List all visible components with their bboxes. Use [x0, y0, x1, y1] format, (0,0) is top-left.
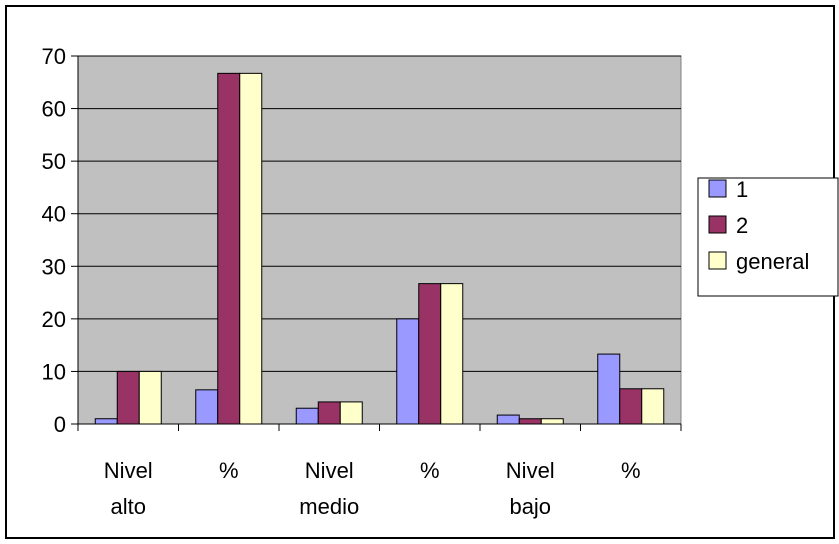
bar-1-5 — [597, 353, 621, 425]
axes: 0 10 20 30 40 50 60 70 Nivel alto% Nivel medio% Nive… — [42, 44, 682, 519]
bar-general-0 — [138, 370, 162, 425]
bar-2-3 — [418, 283, 442, 425]
y-tick-label: 60 — [42, 97, 66, 122]
bar-1-2 — [295, 407, 319, 425]
legend-box — [697, 177, 839, 297]
y-tick-label: 70 — [42, 44, 66, 69]
gridlines — [78, 55, 681, 372]
bar-1-4 — [496, 414, 520, 425]
bar-general-4 — [540, 418, 564, 425]
x-tick-label: Nivel — [506, 458, 555, 483]
y-tick-label: 50 — [42, 149, 66, 174]
bar-2-4 — [518, 418, 542, 425]
bar-1-0 — [94, 418, 118, 425]
x-tick-label: alto — [111, 494, 146, 519]
legend-label: 1 — [736, 177, 748, 202]
y-tick-label: 0 — [54, 412, 66, 437]
x-tick-label: bajo — [509, 494, 551, 519]
bar-1-3 — [396, 318, 420, 425]
bar-general-1 — [239, 72, 263, 425]
bar-2-0 — [116, 370, 140, 425]
legend-label: 2 — [736, 213, 748, 238]
bar-general-5 — [641, 388, 665, 425]
legend-swatch-2 — [708, 215, 727, 234]
bar-2-2 — [317, 401, 341, 425]
bar-2-5 — [619, 388, 643, 425]
x-tick-label: % — [621, 458, 641, 483]
legend-swatch-1 — [708, 179, 727, 198]
x-tick-label: medio — [299, 494, 359, 519]
y-tick-label: 10 — [42, 359, 66, 384]
legend-swatch-general — [708, 251, 727, 270]
legend-label: general — [736, 249, 809, 274]
bar-general-2 — [339, 401, 363, 425]
y-tick-label: 40 — [42, 202, 66, 227]
bars — [94, 72, 665, 425]
x-tick-label: Nivel — [104, 458, 153, 483]
y-tick-label: 30 — [42, 254, 66, 279]
bar-general-3 — [440, 283, 464, 425]
x-tick-label: % — [219, 458, 239, 483]
bar-2-1 — [217, 72, 241, 425]
bar-1-1 — [195, 389, 219, 425]
x-tick-label: Nivel — [305, 458, 354, 483]
y-tick-label: 20 — [42, 307, 66, 332]
plot-area — [77, 55, 682, 425]
legend: 1 2 general — [697, 177, 839, 297]
x-tick-label: % — [420, 458, 440, 483]
